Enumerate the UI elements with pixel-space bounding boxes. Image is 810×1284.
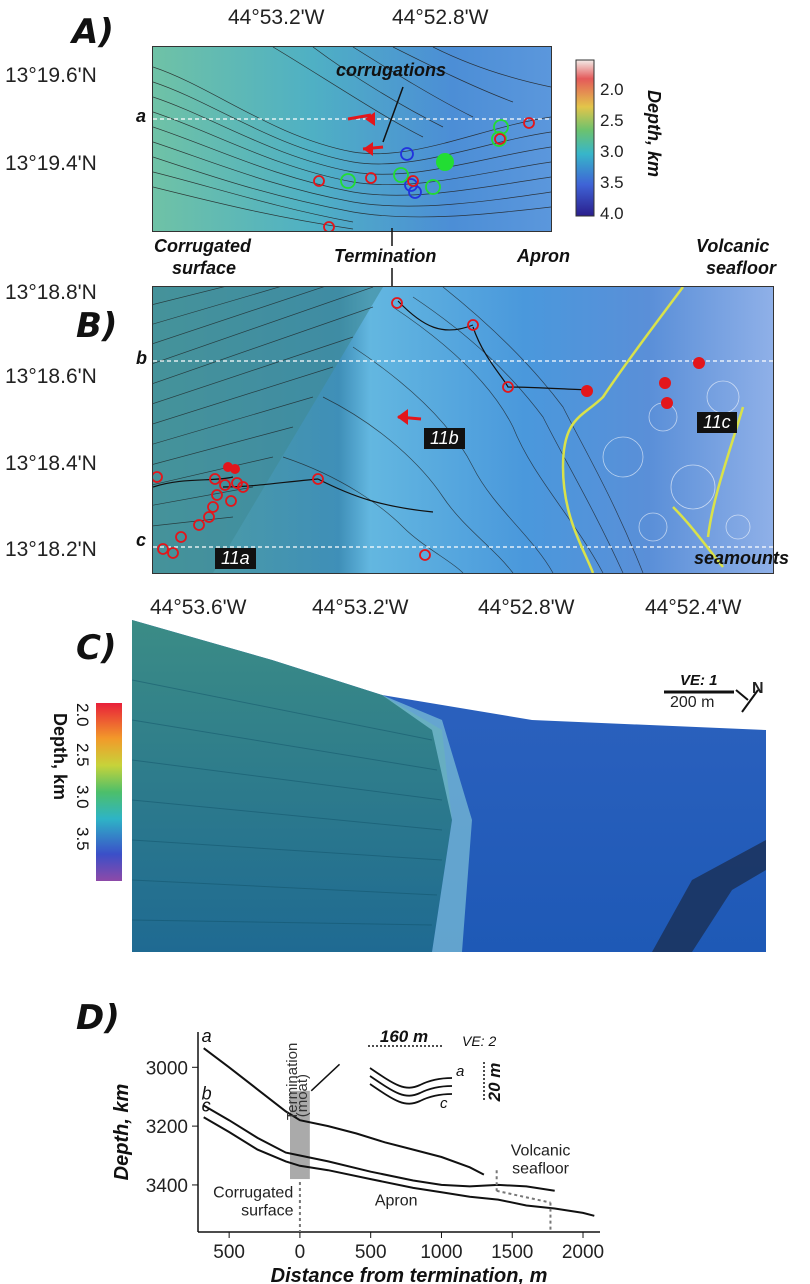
map-b-profile-b: b	[136, 348, 147, 368]
inset-arrow	[310, 1063, 341, 1092]
colorbar-c-labels: 2.0 2.5 3.0 3.5 Depth, km	[50, 703, 92, 883]
inset-hscale-label: 160 m	[380, 1030, 428, 1046]
map-a-relief	[153, 47, 551, 231]
series-label-c: c	[202, 1095, 211, 1115]
panel-d-letter: D)	[76, 998, 120, 1038]
figure-ref-11c: 11c	[697, 412, 737, 433]
termination-label: Termination	[334, 246, 437, 266]
map-a-lon-tick-2: 44°52.8'W	[392, 6, 489, 29]
inset-label-a: a	[456, 1063, 464, 1080]
map-b-profile-c: c	[136, 530, 147, 550]
series-line-c	[203, 1116, 595, 1217]
y-axis-label: Depth, km	[111, 1084, 133, 1181]
panel-a-letter: A)	[72, 12, 114, 52]
perspective-view	[132, 620, 766, 952]
corrugations-label: corrugations	[336, 60, 447, 80]
colorbar-a	[575, 59, 595, 217]
map-b-lat-tick-3: 13°18.4'N	[5, 452, 97, 475]
map-b-lat-tick-4: 13°18.2'N	[5, 538, 97, 561]
x-tick-label: 1000	[420, 1242, 462, 1263]
x-tick-label: 500	[355, 1242, 387, 1263]
panel-c-letter: C)	[76, 628, 117, 668]
series-label-a: a	[202, 1030, 212, 1046]
series-label-b: b	[202, 1084, 212, 1104]
colorbar-c-tick-2: 2.5	[73, 743, 92, 767]
inset-label-c: c	[440, 1095, 448, 1112]
inset-profile-c	[369, 1083, 453, 1105]
corrugated-surface-label-1: Corrugated	[154, 236, 252, 256]
map-b-lon-tick-2: 44°53.2'W	[312, 596, 409, 619]
series-line-a	[203, 1047, 485, 1176]
colorbar-a-title: Depth, km	[644, 90, 664, 178]
termination-leader	[391, 228, 393, 286]
apron-label: Apron	[517, 246, 570, 266]
perspective-relief	[132, 620, 766, 952]
series-line-b	[203, 1104, 555, 1192]
colorbar-c-tick-3: 3.0	[73, 785, 92, 809]
inset-profile-a	[369, 1067, 453, 1089]
corrugated-surface-label-2: surface	[172, 258, 237, 278]
chart-volcanic-label-1: Volcanic	[511, 1143, 571, 1160]
colorbar-c	[96, 703, 122, 881]
map-b-lon-tick-4: 44°52.4'W	[645, 596, 742, 619]
map-a-lat-tick-2: 13°19.4'N	[5, 152, 97, 175]
map-b-lon-tick-3: 44°52.8'W	[478, 596, 575, 619]
inset-vscale-label: 20 m	[485, 1063, 504, 1103]
seamounts-label: seamounts	[694, 548, 790, 568]
north-label: N	[752, 680, 764, 697]
colorbar-a-tick-4: 3.5	[600, 173, 624, 192]
figure-ref-11b: 11b	[424, 428, 465, 449]
map-b-lat-tick-1: 13°18.8'N	[5, 281, 97, 304]
termination-label-2: (moat)	[294, 1074, 311, 1117]
x-axis-label: Distance from termination, m	[271, 1265, 548, 1284]
x-tick-label: 500	[213, 1242, 245, 1263]
x-tick-label: 2000	[562, 1242, 604, 1263]
chart-volcanic-label-2: seafloor	[512, 1161, 570, 1178]
colorbar-c-tick-1: 2.0	[73, 703, 92, 727]
y-tick-label: 3400	[146, 1176, 188, 1197]
scale-ve-label: VE: 1	[680, 672, 718, 689]
map-a-lon-tick-1: 44°53.2'W	[228, 6, 325, 29]
colorbar-c-title: Depth, km	[50, 713, 70, 801]
volcanic-seafloor-label-2: seafloor	[706, 258, 777, 278]
colorbar-a-tick-5: 4.0	[600, 204, 624, 223]
inset-profile-b	[369, 1075, 453, 1097]
scale-bar	[664, 689, 759, 713]
chart-corrugated-label-1: Corrugated	[213, 1185, 293, 1202]
colorbar-a-tick-1: 2.0	[600, 80, 624, 99]
x-tick-label: 1500	[491, 1242, 533, 1263]
y-tick-label: 3200	[146, 1117, 188, 1138]
figure-ref-11a: 11a	[215, 548, 256, 569]
map-a	[152, 46, 552, 232]
volcanic-seafloor-label-1: Volcanic	[696, 236, 770, 256]
colorbar-a-tick-2: 2.5	[600, 111, 624, 130]
inset-ve-label: VE: 2	[462, 1033, 496, 1049]
map-a-profile-label: a	[136, 106, 147, 126]
profile-chart: 500 0 500 1000 1500 2000 3000 3200 3400 Distance …	[111, 1030, 604, 1284]
scale-length-label: 200 m	[670, 694, 715, 711]
map-b-lat-tick-2: 13°18.6'N	[5, 365, 97, 388]
colorbar-c-tick-4: 3.5	[73, 827, 92, 851]
x-tick-label: 0	[295, 1242, 306, 1263]
colorbar-a-tick-3: 3.0	[600, 142, 624, 161]
chart-corrugated-label-2: surface	[241, 1203, 294, 1220]
termination-label-1: Termination	[284, 1043, 301, 1121]
chart-apron-label: Apron	[375, 1193, 418, 1210]
y-tick-label: 3000	[146, 1058, 188, 1079]
map-a-lat-tick-1: 13°19.6'N	[5, 64, 97, 87]
map-b-lon-tick-1: 44°53.6'W	[150, 596, 247, 619]
panel-b-letter: B)	[76, 306, 118, 346]
